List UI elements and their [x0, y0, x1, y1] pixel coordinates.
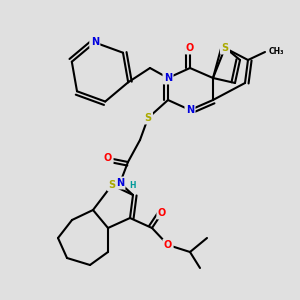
- Text: S: S: [108, 180, 116, 190]
- Text: N: N: [91, 38, 99, 47]
- Text: O: O: [158, 208, 166, 218]
- Text: O: O: [104, 153, 112, 163]
- Text: S: S: [144, 113, 152, 123]
- Text: H: H: [129, 181, 136, 190]
- Text: N: N: [164, 73, 172, 83]
- Text: N: N: [116, 178, 124, 188]
- Text: O: O: [164, 240, 172, 250]
- Text: O: O: [186, 43, 194, 53]
- Text: CH₃: CH₃: [269, 47, 284, 56]
- Text: S: S: [221, 43, 229, 53]
- Text: N: N: [186, 105, 194, 115]
